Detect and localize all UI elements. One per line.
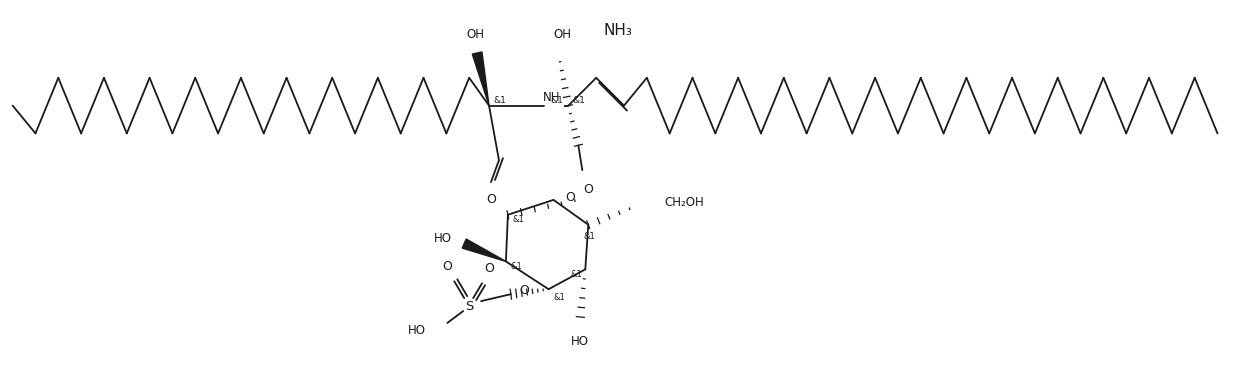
Text: &1: &1 bbox=[572, 96, 586, 105]
Text: &1: &1 bbox=[511, 262, 522, 271]
Text: &1: &1 bbox=[513, 215, 525, 224]
Text: OH: OH bbox=[466, 28, 485, 41]
Text: O: O bbox=[485, 262, 493, 275]
Text: &1: &1 bbox=[551, 96, 563, 105]
Text: O: O bbox=[518, 284, 528, 297]
Text: HO: HO bbox=[407, 324, 426, 337]
Polygon shape bbox=[462, 239, 506, 261]
Polygon shape bbox=[472, 52, 490, 106]
Text: HO: HO bbox=[571, 335, 590, 348]
Text: O: O bbox=[442, 260, 452, 273]
Text: S: S bbox=[465, 300, 473, 313]
Text: O: O bbox=[583, 183, 593, 196]
Text: &1: &1 bbox=[571, 270, 582, 279]
Text: NH: NH bbox=[543, 91, 561, 104]
Text: O: O bbox=[486, 193, 496, 206]
Text: HO: HO bbox=[435, 232, 452, 245]
Text: O: O bbox=[566, 192, 576, 204]
Text: &1: &1 bbox=[493, 96, 506, 105]
Text: &1: &1 bbox=[583, 232, 595, 241]
Text: CH₂OH: CH₂OH bbox=[664, 196, 704, 209]
Text: &1: &1 bbox=[553, 293, 566, 301]
Text: OH: OH bbox=[553, 28, 572, 41]
Text: NH₃: NH₃ bbox=[603, 23, 633, 38]
